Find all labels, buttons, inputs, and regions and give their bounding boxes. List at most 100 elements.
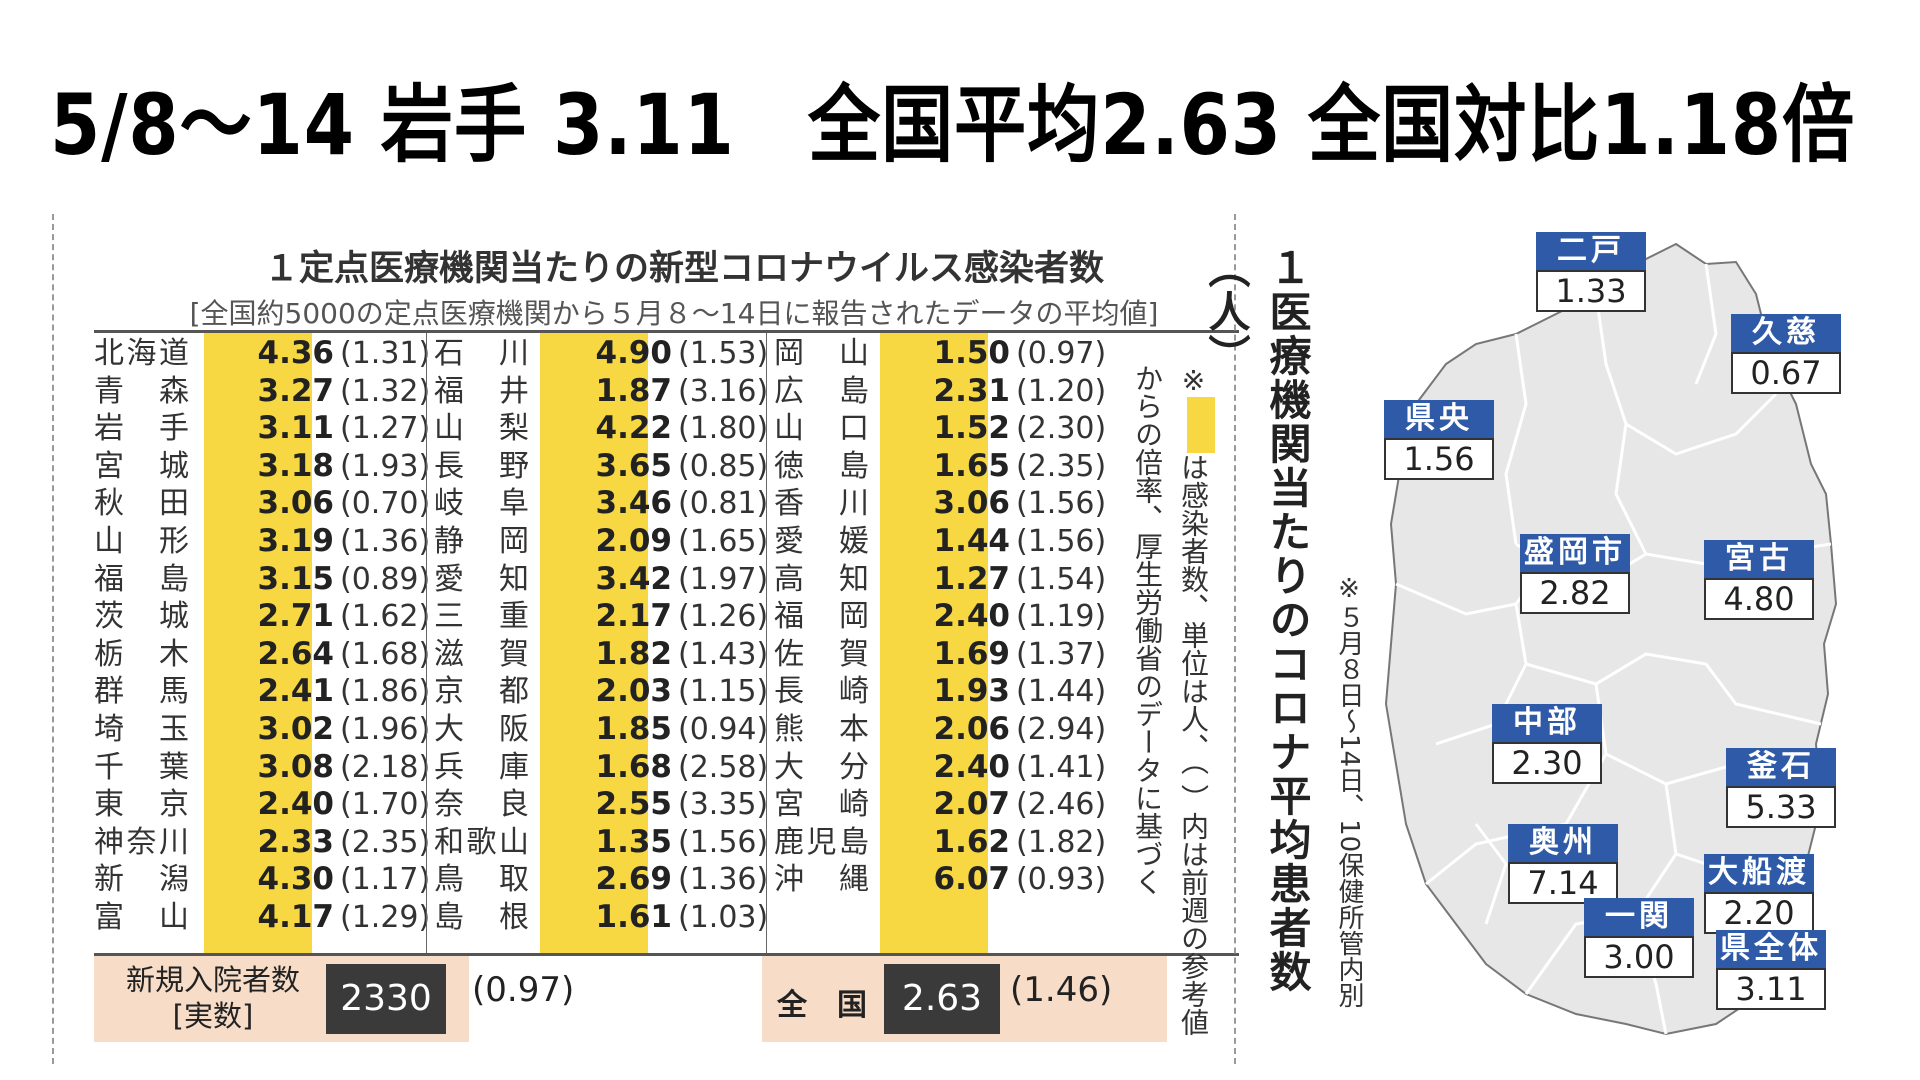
table-row: 佐賀 1.69 (1.37) [774, 636, 1114, 674]
table-row: 富山 4.17 (1.29) [94, 899, 434, 937]
region-label: 盛岡市 2.82 [1520, 534, 1630, 614]
table-row: 山梨 4.22 (1.80) [434, 410, 774, 448]
previous-week-ratio: (2.46) [1016, 787, 1107, 823]
infection-value: 2.55 [595, 786, 673, 823]
infection-value: 1.68 [595, 748, 673, 785]
previous-week-ratio: (1.70) [340, 787, 431, 823]
prefecture-name: 山口 [774, 411, 869, 447]
table-row: 埼玉 3.02 (1.96) [94, 711, 434, 749]
region-value: 1.56 [1384, 438, 1494, 480]
prefecture-name: 佐賀 [774, 636, 869, 672]
hospital-admissions-prev: (0.97) [472, 970, 575, 1010]
region-value: 3.00 [1584, 936, 1694, 978]
region-name: 釜石 [1726, 748, 1836, 786]
infection-value: 3.06 [933, 485, 1011, 522]
infection-value: 4.22 [595, 410, 673, 447]
region-value: 3.11 [1716, 968, 1826, 1010]
previous-week-ratio: (1.32) [340, 373, 431, 409]
prefecture-name: 愛媛 [774, 524, 869, 559]
table-row: 茨城 2.71 (1.62) [94, 598, 434, 636]
infection-value: 4.30 [257, 861, 335, 898]
previous-week-ratio: (0.81) [678, 486, 769, 522]
table-row: 岐阜 3.46 (0.81) [434, 485, 774, 523]
infection-value: 1.44 [933, 523, 1011, 559]
prefecture-name: 兵庫 [434, 749, 529, 785]
infection-table-panel: １定点医療機関当たりの新型コロナウイルス感染者数 [全国約5000の定点医療機関… [52, 214, 1239, 1064]
table-row: 愛知 3.42 (1.97) [434, 561, 774, 599]
prefecture-name: 沖縄 [774, 862, 869, 898]
table-row: 岡山 1.50 (0.97) [774, 335, 1114, 373]
previous-week-ratio: (2.30) [1016, 411, 1107, 447]
region-label: 一関 3.00 [1584, 898, 1694, 978]
previous-week-ratio: (1.53) [678, 336, 769, 371]
hospital-admissions-value: 2330 [326, 964, 446, 1034]
previous-week-ratio: (1.86) [340, 674, 431, 710]
previous-week-ratio: (1.80) [678, 411, 769, 447]
infection-value: 3.27 [257, 372, 335, 409]
prefecture-name: 東京 [94, 787, 189, 823]
prefecture-name: 北海道 [94, 336, 189, 371]
prefecture-name: 福岡 [774, 599, 869, 635]
table-column: 岡山 1.50 (0.97) 広島 2.31 (1.20) 山口 1.52 (2.30) 徳島 1.… [774, 333, 1114, 953]
region-label: 宮古 4.80 [1704, 540, 1814, 620]
infection-value: 2.64 [257, 635, 335, 672]
region-value: 2.20 [1704, 892, 1814, 934]
highlight-swatch [1187, 397, 1215, 453]
table-row: 群馬 2.41 (1.86) [94, 673, 434, 711]
previous-week-ratio: (3.35) [678, 787, 769, 823]
table-row: 神奈川 2.33 (2.35) [94, 824, 434, 862]
infection-value: 1.52 [933, 410, 1011, 447]
previous-week-ratio: (1.56) [1016, 524, 1107, 559]
region-value: 1.33 [1536, 270, 1646, 312]
column-divider [766, 333, 767, 953]
infection-value: 1.50 [933, 335, 1011, 371]
prefecture-name: 長野 [434, 448, 529, 484]
prefecture-name: 宮城 [94, 448, 189, 484]
previous-week-ratio: (1.27) [340, 411, 431, 447]
region-name: 盛岡市 [1520, 534, 1630, 572]
prefecture-name: 大分 [774, 749, 869, 785]
previous-week-ratio: (0.70) [340, 486, 431, 522]
iwate-map-panel: １医療機関当たりのコロナ平均患者数（人） ※５月８日〜14日、10保健所管内別 … [1202, 214, 1896, 1064]
prefecture-name: 埼玉 [94, 712, 189, 747]
previous-week-ratio: (1.26) [678, 599, 769, 635]
infection-value: 3.46 [595, 485, 673, 522]
hospital-admissions-label: 新規入院者数 [実数] [125, 963, 300, 1033]
hospital-admissions-box: 新規入院者数 [実数] 2330 [94, 956, 469, 1042]
table-row: 千葉 3.08 (2.18) [94, 749, 434, 787]
iwate-outline [1384, 242, 1838, 1036]
table-row: 京都 2.03 (1.15) [434, 673, 774, 711]
table-row: 長崎 1.93 (1.44) [774, 673, 1114, 711]
table-row: 東京 2.40 (1.70) [94, 786, 434, 824]
table-row: 栃木 2.64 (1.68) [94, 636, 434, 674]
prefecture-name: 鹿児島 [774, 824, 869, 860]
table-row: 山形 3.19 (1.36) [94, 523, 434, 561]
prefecture-name: 和歌山 [434, 824, 529, 860]
table-row: 静岡 2.09 (1.65) [434, 523, 774, 561]
table-row: 和歌山 1.35 (1.56) [434, 824, 774, 862]
previous-week-ratio: (1.44) [1016, 674, 1107, 710]
region-name: 大船渡 [1704, 854, 1814, 892]
previous-week-ratio: (2.35) [1016, 448, 1107, 484]
infection-value: 2.07 [933, 786, 1011, 823]
prefecture-name: 島根 [434, 900, 529, 935]
prefecture-name: 栃木 [94, 636, 189, 672]
column-divider [426, 333, 427, 953]
infection-value: 2.71 [257, 598, 335, 635]
region-value: 7.14 [1508, 862, 1618, 904]
previous-week-ratio: (1.15) [678, 674, 769, 710]
infection-value: 3.02 [257, 711, 335, 747]
previous-week-ratio: (1.31) [340, 336, 431, 371]
region-label: 中部 2.30 [1492, 704, 1602, 784]
map-note: ※５月８日〜14日、10保健所管内別 [1334, 574, 1364, 1009]
infection-value: 2.03 [595, 673, 673, 710]
infection-value: 4.36 [257, 335, 335, 371]
previous-week-ratio: (1.29) [340, 900, 431, 935]
table-row: 宮城 3.18 (1.93) [94, 448, 434, 486]
prefecture-name: 香川 [774, 486, 869, 522]
infection-value: 2.17 [595, 598, 673, 635]
table-row: 福岡 2.40 (1.19) [774, 598, 1114, 636]
previous-week-ratio: (1.82) [1016, 824, 1107, 860]
prefecture-name: 石川 [434, 336, 529, 371]
infection-value: 1.87 [595, 372, 673, 409]
